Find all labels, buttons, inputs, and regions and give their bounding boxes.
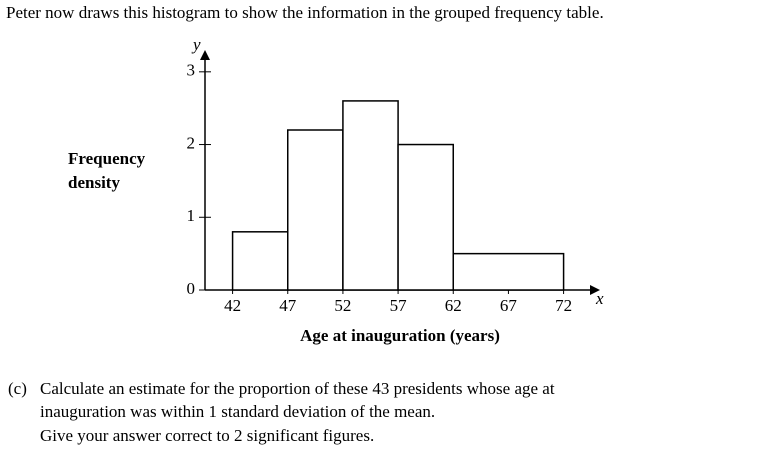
bar	[231, 231, 289, 291]
x-arrow	[590, 285, 600, 295]
x-tick-label: 72	[555, 296, 572, 315]
y-tick-label: 2	[187, 133, 196, 152]
intro-text: Peter now draws this histogram to show t…	[6, 3, 604, 22]
y-axis-letter: y	[191, 35, 201, 54]
y-tick-label: 3	[187, 61, 196, 80]
x-axis-letter: x	[595, 289, 604, 308]
y-axis-label: Frequency	[68, 149, 146, 168]
x-axis-label: Age at inauguration (years)	[300, 326, 500, 345]
x-tick-label: 57	[390, 296, 408, 315]
x-tick-label: 52	[334, 296, 351, 315]
bar	[452, 252, 565, 291]
question-line: inauguration was within 1 standard devia…	[40, 402, 435, 421]
x-tick-label: 42	[224, 296, 241, 315]
question-line: Calculate an estimate for the proportion…	[40, 379, 555, 398]
x-tick-label: 47	[279, 296, 297, 315]
y-arrow	[200, 50, 210, 60]
y-tick-label: 0	[187, 279, 196, 298]
question-line: Give your answer correct to 2 significan…	[40, 426, 374, 445]
bar	[397, 143, 455, 291]
question-label: (c)	[8, 379, 27, 398]
bar	[342, 100, 399, 291]
x-tick-label: 62	[445, 296, 462, 315]
y-tick-label: 1	[187, 206, 196, 225]
y-axis-label: density	[68, 173, 120, 192]
bar	[287, 129, 344, 291]
x-tick-label: 67	[500, 296, 518, 315]
